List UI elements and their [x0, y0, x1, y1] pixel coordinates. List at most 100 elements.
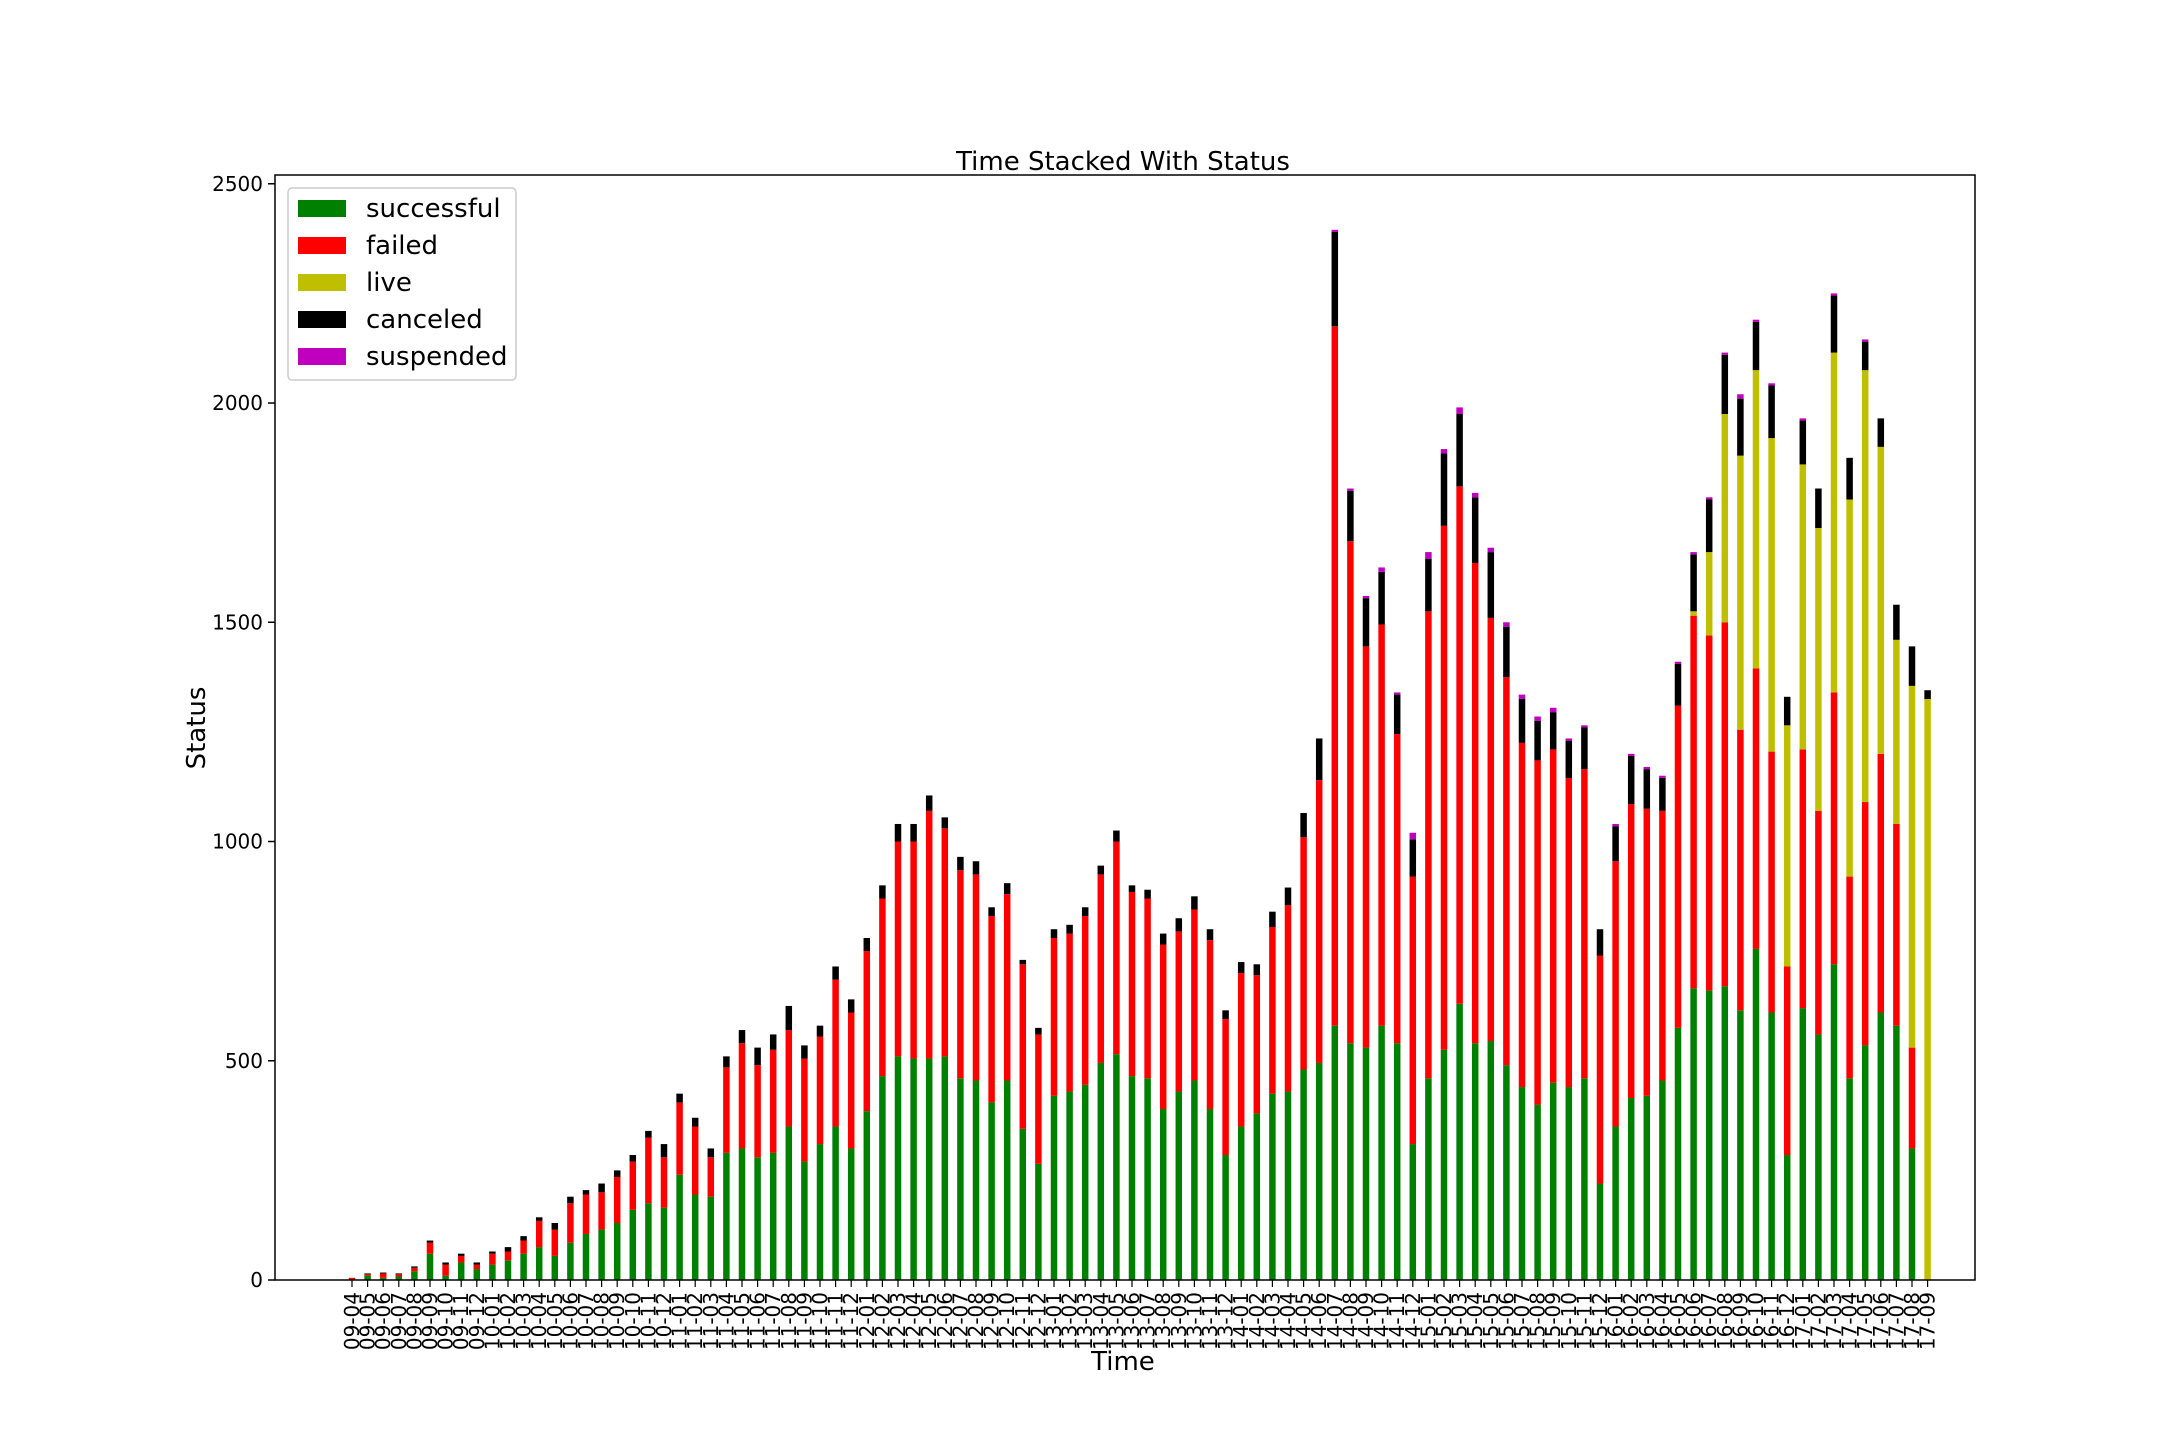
bar-failed-12-03 — [894, 841, 902, 1057]
x-tick-label: 14-05 — [1292, 1292, 1316, 1350]
bar-failed-13-09 — [1175, 931, 1183, 1092]
bar-canceled-11-08 — [785, 1005, 793, 1031]
bar-successful-16-02 — [1627, 1098, 1635, 1280]
bar-canceled-09-09 — [426, 1240, 434, 1243]
bar-canceled-17-02 — [1815, 488, 1822, 528]
x-tick-label: 16-10 — [1744, 1292, 1768, 1350]
x-tick-label: 17-07 — [1884, 1292, 1908, 1350]
legend-frame — [287, 187, 517, 381]
bar-successful-13-08 — [1159, 1108, 1167, 1280]
bar-canceled-12-02 — [879, 885, 886, 899]
bar-suspended-15-11 — [1581, 725, 1588, 728]
bar-failed-10-04 — [535, 1220, 543, 1248]
bar-successful-10-10 — [629, 1209, 637, 1280]
bar-failed-09-04 — [348, 1277, 356, 1280]
chart-title: Time Stacked With Status — [955, 147, 1290, 177]
legend-label-failed: failed — [366, 231, 438, 261]
bar-failed-11-08 — [785, 1030, 793, 1127]
x-tick-label: 17-01 — [1791, 1292, 1815, 1350]
bar-canceled-14-05 — [1300, 813, 1307, 838]
bar-suspended-16-07 — [1705, 497, 1713, 500]
bar-failed-12-01 — [863, 951, 871, 1112]
bar-failed-14-09 — [1362, 646, 1370, 1048]
x-tick-label: 15-02 — [1432, 1292, 1456, 1350]
bar-failed-17-05 — [1861, 802, 1869, 1046]
bar-failed-14-12 — [1409, 876, 1417, 1145]
bar-failed-15-12 — [1596, 955, 1604, 1184]
bar-successful-12-08 — [972, 1080, 980, 1280]
x-tick-label: 17-09 — [1916, 1292, 1940, 1350]
bar-canceled-16-09 — [1737, 398, 1744, 456]
x-tick-label: 15-08 — [1526, 1292, 1550, 1350]
bar-canceled-13-08 — [1159, 933, 1167, 945]
bar-canceled-11-01 — [676, 1093, 683, 1103]
bar-canceled-14-04 — [1284, 887, 1292, 906]
bar-failed-16-06 — [1690, 615, 1697, 989]
bar-failed-15-03 — [1456, 486, 1463, 1004]
bar-failed-17-03 — [1830, 692, 1838, 965]
x-tick-label: 16-06 — [1682, 1292, 1706, 1350]
bar-successful-11-05 — [738, 1148, 746, 1280]
bar-successful-10-01 — [489, 1264, 496, 1280]
bar-successful-11-02 — [691, 1194, 699, 1280]
bar-canceled-12-11 — [1019, 959, 1027, 965]
bar-successful-09-10 — [442, 1275, 449, 1280]
bar-successful-14-03 — [1269, 1093, 1276, 1280]
bar-successful-13-04 — [1097, 1062, 1105, 1280]
x-tick-label: 09-06 — [371, 1292, 395, 1350]
bar-successful-09-09 — [426, 1253, 434, 1280]
bar-failed-09-06 — [379, 1273, 387, 1278]
bar-live-16-10 — [1752, 370, 1760, 669]
bar-successful-15-10 — [1565, 1087, 1573, 1280]
y-tick-label: 1000 — [212, 830, 263, 854]
bar-suspended-14-09 — [1362, 595, 1370, 599]
bar-canceled-12-04 — [910, 823, 917, 842]
bar-suspended-16-04 — [1659, 775, 1666, 778]
bar-canceled-15-04 — [1471, 497, 1479, 564]
bar-successful-14-10 — [1378, 1025, 1385, 1280]
bar-failed-13-04 — [1097, 874, 1105, 1063]
bar-failed-11-06 — [754, 1065, 761, 1158]
y-tick-label: 1500 — [212, 610, 263, 634]
bar-canceled-09-10 — [442, 1262, 449, 1265]
bar-failed-13-10 — [1191, 909, 1198, 1081]
x-tick-label: 13-01 — [1042, 1292, 1066, 1350]
x-tick-label: 12-09 — [980, 1292, 1004, 1350]
bar-successful-15-05 — [1487, 1041, 1495, 1280]
bar-failed-09-10 — [442, 1264, 449, 1276]
x-tick-label: 16-08 — [1713, 1292, 1737, 1350]
bar-canceled-10-12 — [660, 1144, 668, 1158]
bar-suspended-15-03 — [1456, 407, 1463, 414]
x-tick-label: 15-01 — [1416, 1292, 1440, 1350]
bar-failed-09-09 — [426, 1242, 434, 1254]
bar-successful-15-11 — [1581, 1078, 1588, 1280]
bar-canceled-11-03 — [707, 1148, 715, 1158]
bar-successful-17-06 — [1877, 1012, 1885, 1280]
bar-failed-15-11 — [1581, 769, 1588, 1079]
bar-successful-16-01 — [1612, 1126, 1619, 1280]
x-tick-label: 10-06 — [558, 1292, 582, 1350]
bar-live-16-11 — [1768, 438, 1775, 752]
bar-suspended-15-06 — [1503, 622, 1510, 627]
x-tick-label: 17-03 — [1822, 1292, 1846, 1350]
plot-frame — [274, 174, 1976, 1281]
bar-canceled-15-07 — [1518, 699, 1526, 743]
x-tick-label: 11-02 — [683, 1292, 707, 1350]
bar-successful-12-05 — [925, 1058, 933, 1280]
bar-successful-14-05 — [1300, 1069, 1307, 1280]
bar-successful-14-07 — [1331, 1025, 1339, 1280]
bar-failed-11-02 — [691, 1126, 699, 1195]
x-tick-label: 17-06 — [1869, 1292, 1893, 1350]
bar-successful-13-07 — [1144, 1078, 1151, 1280]
bar-failed-09-12 — [473, 1264, 481, 1270]
bar-failed-15-09 — [1549, 749, 1557, 1083]
bar-canceled-11-10 — [816, 1025, 824, 1037]
x-tick-label: 14-12 — [1401, 1292, 1425, 1350]
bar-successful-14-09 — [1362, 1047, 1370, 1280]
bar-successful-10-07 — [582, 1233, 590, 1280]
bar-canceled-15-02 — [1440, 453, 1448, 526]
bar-successful-09-12 — [473, 1269, 481, 1280]
bar-failed-12-07 — [957, 870, 964, 1079]
bar-failed-14-02 — [1253, 975, 1261, 1114]
bar-canceled-15-10 — [1565, 740, 1573, 778]
